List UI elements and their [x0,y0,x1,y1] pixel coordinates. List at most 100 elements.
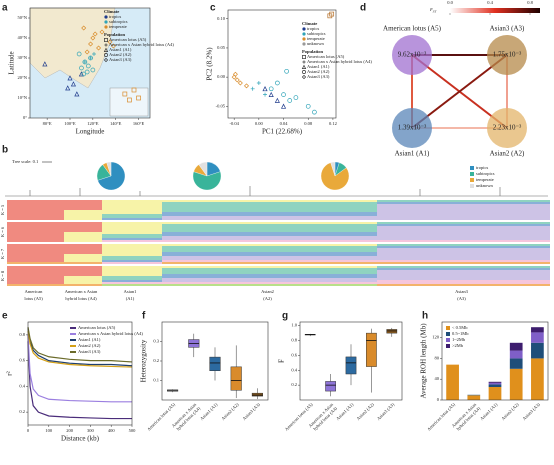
node [392,35,432,75]
admixture-segment [377,280,550,284]
legend-label: American x Asian hybrid lotus (A4) [109,42,174,47]
admixture-segment [162,236,377,240]
y-tick-label: 0.6 [19,358,25,363]
admixture-segment [162,200,377,202]
y-tick-label: 0.2 [19,409,25,414]
category-label: Asian2 (A2) [500,402,520,422]
admixture-segment [162,262,377,264]
legend-swatch [104,15,108,19]
category-label: Asian1 (A1) [199,402,219,422]
admixture-segment [162,252,377,256]
legend-label: unknown [476,183,493,188]
point [74,91,80,97]
y-tick-label: 0.8 [19,332,25,337]
bar-segment [488,387,502,400]
colorbar-subscript: ST [433,9,438,13]
point [127,97,132,103]
legend-marker [103,57,109,63]
k-label: K = 7 [0,248,5,259]
legend-label: tropics [109,14,121,19]
point [90,67,96,73]
plot-frame [299,321,403,401]
y-tick-label: 10°N [17,95,27,100]
node-label: American lotus (A5) [383,25,442,33]
admixture-segment [102,276,162,280]
admixture-segment [102,262,162,264]
x-tick-label: 100°E [64,121,76,126]
legend-marker [302,60,306,64]
admixture-segment [162,212,377,216]
point [274,97,280,103]
panel-label: h [422,311,428,322]
legend-label: Asian1 (A1) [109,47,132,52]
category-label: Asian2 (A2) [220,402,240,422]
admixture-segment [7,284,64,286]
y-axis-label: Latitude [8,51,16,74]
panel-label: c [210,3,216,14]
colorbar-tick-label: 0.8 [527,0,533,5]
admixture-segment [162,224,377,232]
admixture-segment [64,254,102,262]
group-label: (A2) [263,296,272,301]
x-tick-label: 0.00 [255,121,264,126]
y-axis-label: r² [6,371,14,375]
legend-label: Asian3 (A3) [109,57,132,62]
bar-segment [531,358,544,400]
point [99,29,105,35]
line [27,334,132,403]
x-tick-label: Asian3 (A3) [521,402,541,422]
diagram-d: 9.62x10⁻³ American lotus (A5) 1.75x10⁻³ Asi… [383,8,540,158]
legend-swatch [104,20,108,24]
legend-marker [104,38,108,42]
admixture-segment [377,202,550,204]
admixture-segment [162,268,377,274]
admixture-segment [162,222,377,224]
admixture-segment [377,260,550,262]
admixture-segment [377,200,550,202]
y-tick-label: 0.00 [217,74,226,79]
legend-label: temperate [307,36,325,41]
admixture-segment [162,284,377,286]
x-tick-label: -0.04 [229,121,239,126]
colorbar [450,8,540,13]
point [82,60,87,64]
node [392,108,432,148]
admixture-segment [377,266,550,268]
admixture-segment [102,238,162,240]
point [84,69,90,75]
bar-segment [531,332,544,343]
admixture-segment [377,244,550,246]
x-tick-label: 400 [108,428,116,433]
legend-label: temperate [476,177,494,182]
y-tick-label: 120 [432,335,440,340]
legend-label: >2Mb [452,343,464,348]
point [284,68,289,74]
admixture-segment [102,234,162,238]
admixture-segment [377,262,550,264]
group-label: Asian2 [261,289,274,294]
admixture-segment [7,200,64,220]
point [312,109,317,115]
group-label: (A3) [457,296,466,301]
x-tick-label: 200 [66,428,74,433]
y-tick-label: 40 [435,376,440,381]
point [262,86,268,92]
admixture-segment [162,274,377,278]
legend-title: Climate [302,21,317,26]
plot-frame [27,321,133,426]
y-tick-label: 0 [437,397,440,402]
admixture-segment [102,282,162,284]
x-tick-label: 80°E [43,121,52,126]
y-tick-label: 0.8 [291,338,297,343]
admixture-segment [102,256,162,260]
admixture-segment [7,244,64,262]
admixture-segment [7,222,64,242]
node [487,35,527,75]
x-tick-label: Asian1 (A1) [335,402,355,422]
bar-segment [488,381,502,383]
x-tick-label: 160°E [133,121,145,126]
line [27,330,133,368]
bar-segment [531,327,544,333]
admixture-segment [64,244,102,254]
